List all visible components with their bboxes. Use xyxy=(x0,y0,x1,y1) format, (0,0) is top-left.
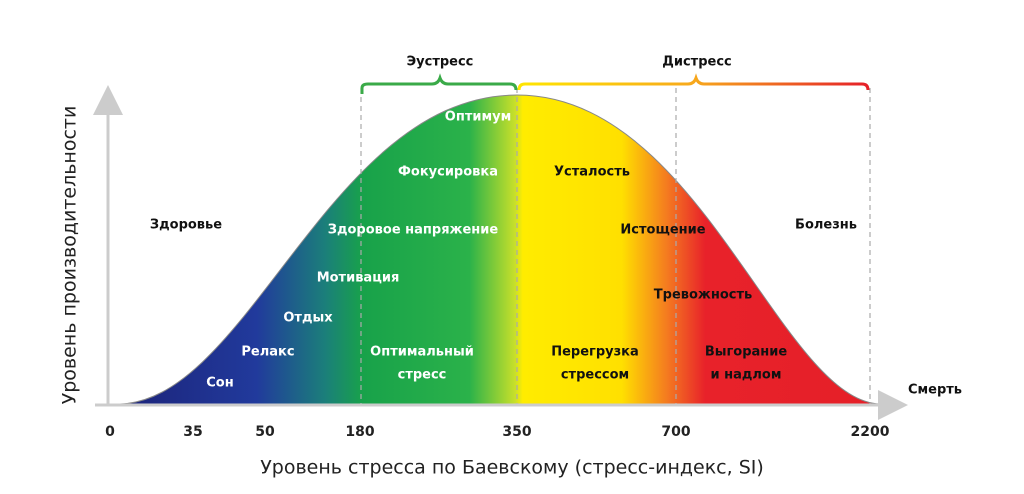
eustress-bracket xyxy=(360,73,518,94)
curve-label: Истощение xyxy=(620,223,705,238)
curve-label: Фокусировка xyxy=(398,165,498,180)
distress-bracket xyxy=(517,73,870,91)
x-tick-label: 2200 xyxy=(851,424,890,440)
curve-label: Оптимум xyxy=(445,110,511,125)
distress-label: Дистресс xyxy=(662,55,731,70)
performance-curve xyxy=(119,94,881,405)
curve-label: стресс xyxy=(398,368,447,383)
x-tick-label: 700 xyxy=(661,424,690,440)
curve-label: и надлом xyxy=(711,368,782,383)
curve-label: Усталость xyxy=(554,165,630,180)
x-tick-label: 35 xyxy=(183,424,202,440)
zone-label: Здоровье xyxy=(150,218,222,233)
curve-label: Сон xyxy=(206,376,233,391)
dividers xyxy=(360,88,871,404)
x-axis-title: Уровень стресса по Баевскому (стресс-инд… xyxy=(260,457,764,479)
curve-label: Выгорание xyxy=(705,345,788,360)
y-axis-title: Уровень производительности xyxy=(59,106,81,405)
curve-label: Оптимальный xyxy=(370,345,474,360)
eustress-label: Эустресс xyxy=(407,55,474,70)
curve-label: Здоровое напряжение xyxy=(328,223,499,238)
curve-label: Тревожность xyxy=(654,288,752,303)
zone-label: Болезнь xyxy=(795,218,857,233)
curve-label: Перегрузка xyxy=(551,345,639,360)
x-tick-label: 350 xyxy=(502,424,531,440)
curve-label: Отдых xyxy=(283,311,333,326)
x-tick-label: 180 xyxy=(345,424,374,440)
curve-label: Релакс xyxy=(241,345,294,360)
end-label: Смерть xyxy=(908,383,962,398)
curve-label: стрессом xyxy=(561,368,629,383)
x-tick-label: 50 xyxy=(255,424,275,440)
x-tick-label: 0 xyxy=(105,424,115,440)
curve-label: Мотивация xyxy=(317,271,400,286)
